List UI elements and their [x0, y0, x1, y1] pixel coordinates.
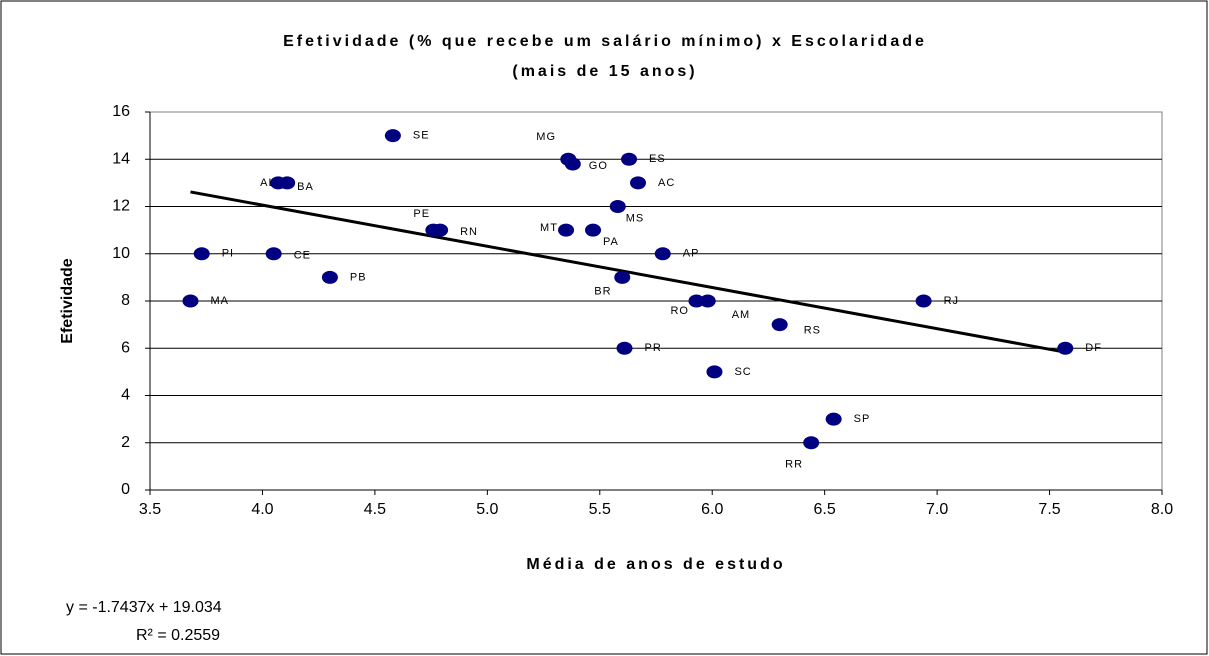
- point-label: SP: [854, 413, 871, 425]
- point: [432, 223, 449, 237]
- point-label: AL: [260, 177, 275, 189]
- point-label: MS: [626, 212, 645, 224]
- point-label: CE: [294, 250, 311, 262]
- y-tick-label: 16: [112, 103, 130, 120]
- point-label: BR: [594, 285, 611, 297]
- x-tick-label: 4.5: [364, 501, 386, 518]
- point: [825, 412, 842, 426]
- y-tick-label: 10: [112, 245, 130, 262]
- chart-title: (mais de 15 anos): [512, 63, 697, 80]
- point: [630, 176, 647, 190]
- point-label: PI: [222, 248, 234, 260]
- point-label: MT: [540, 222, 558, 234]
- x-tick-label: 8.0: [1151, 501, 1173, 518]
- x-tick-label: 4.0: [251, 501, 273, 518]
- y-tick-label: 0: [121, 481, 130, 498]
- point: [771, 318, 788, 332]
- x-axis-label: Média de anos de estudo: [526, 556, 785, 573]
- point: [915, 294, 932, 308]
- point: [1057, 341, 1074, 355]
- trendline: [190, 190, 1066, 354]
- point-label: RN: [460, 226, 478, 238]
- point: [706, 365, 723, 379]
- trendline-r2: R² = 0.2559: [136, 627, 220, 644]
- y-tick-label: 4: [121, 387, 130, 404]
- point-label: PB: [350, 271, 367, 283]
- point-label: MA: [210, 295, 229, 307]
- point-label: RS: [804, 325, 821, 337]
- point-label: SC: [734, 366, 751, 378]
- point: [609, 200, 626, 213]
- point-label: RJ: [944, 295, 959, 307]
- point-label: RO: [670, 305, 689, 317]
- point: [279, 176, 296, 190]
- trendline-equation: y = -1.7437x + 19.034: [66, 599, 222, 616]
- point-label: RR: [785, 459, 803, 471]
- point-label: SE: [413, 130, 430, 142]
- point-label: PA: [603, 236, 619, 248]
- x-tick-label: 5.5: [589, 501, 611, 518]
- point: [614, 270, 631, 284]
- point: [384, 129, 401, 143]
- x-tick-label: 5.0: [476, 501, 498, 518]
- point: [616, 341, 633, 355]
- x-tick-label: 6.5: [814, 501, 836, 518]
- point: [621, 152, 638, 166]
- y-tick-label: 12: [112, 198, 130, 215]
- point-label: GO: [589, 160, 608, 172]
- point-label: MG: [536, 131, 556, 143]
- point-label: AM: [732, 309, 751, 321]
- y-tick-label: 14: [112, 150, 130, 167]
- y-axis-label: Efetividade: [59, 258, 76, 343]
- chart-title: Efetividade (% que recebe um salário mín…: [283, 33, 927, 50]
- x-tick-label: 7.5: [1038, 501, 1060, 518]
- y-tick-label: 2: [121, 434, 130, 451]
- point-label: PR: [645, 342, 662, 354]
- point: [654, 247, 671, 261]
- y-tick-label: 8: [121, 292, 130, 309]
- point: [585, 223, 602, 237]
- point-label: PE: [413, 208, 430, 220]
- point-label: AP: [683, 248, 700, 260]
- x-tick-label: 6.0: [701, 501, 723, 518]
- x-tick-label: 3.5: [139, 501, 161, 518]
- point: [564, 157, 581, 171]
- point: [182, 294, 199, 308]
- point-label: BA: [297, 181, 314, 193]
- point: [321, 270, 338, 284]
- x-tick-label: 7.0: [926, 501, 948, 518]
- point: [193, 247, 210, 261]
- point-label: AC: [658, 177, 675, 189]
- point-label: DF: [1085, 342, 1102, 354]
- point: [558, 223, 575, 237]
- point: [265, 247, 282, 261]
- point-label: ES: [649, 153, 666, 165]
- point: [699, 294, 716, 308]
- y-tick-label: 6: [121, 339, 130, 356]
- point: [688, 294, 705, 308]
- point: [803, 436, 820, 450]
